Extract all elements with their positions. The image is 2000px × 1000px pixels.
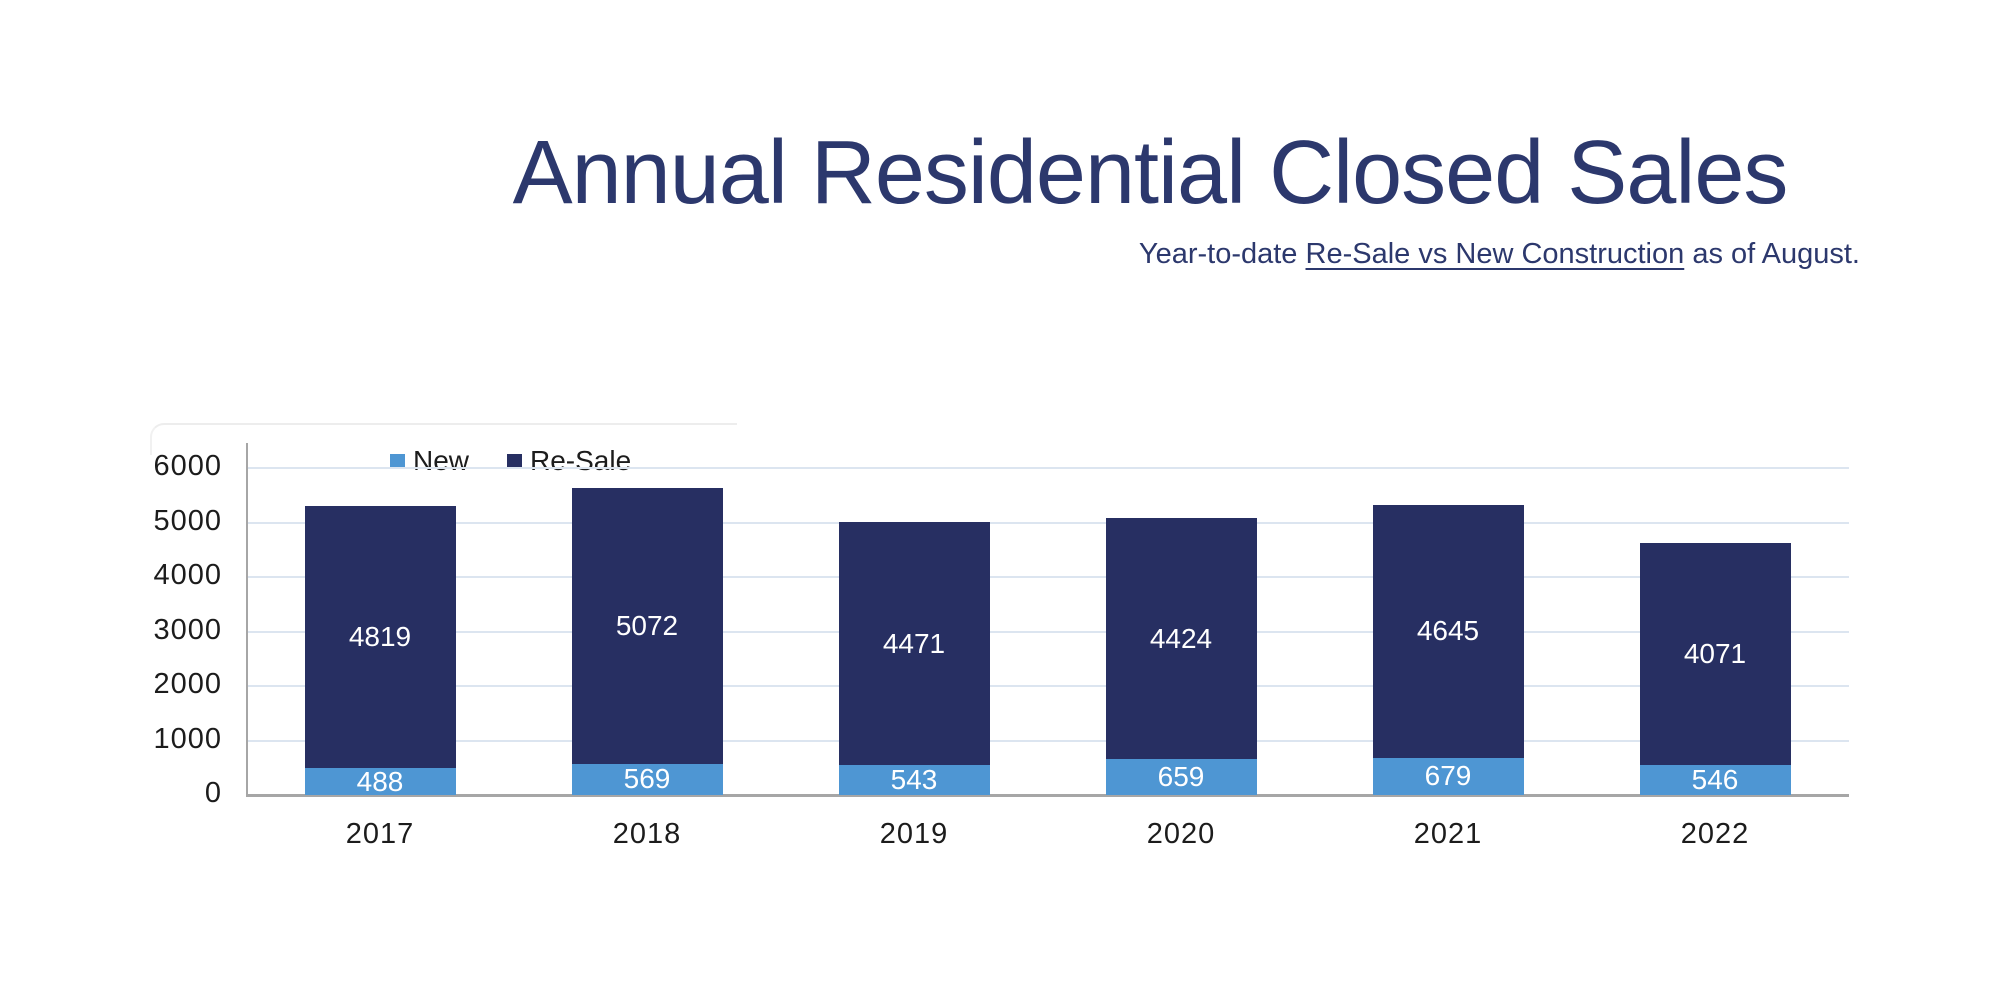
y-tick-label-4000: 4000 — [153, 559, 222, 591]
subtitle-underlined: Re-Sale vs New Construction — [1305, 238, 1685, 270]
y-tick-label-5000: 5000 — [153, 504, 222, 537]
bar-segment-re-sale-2017: 4819 — [304, 505, 456, 769]
subtitle-prefix: Year-to-date — [1138, 238, 1306, 270]
legend-swatch-re-sale-icon — [507, 453, 523, 469]
bar-value-new-2018: 569 — [623, 763, 671, 795]
bar-value-re-sale-2020: 4424 — [1149, 622, 1213, 654]
x-axis-label-2022: 2022 — [1680, 818, 1750, 850]
bar-segment-new-2017: 488 — [304, 765, 456, 797]
gridline-1000 — [248, 739, 1849, 742]
legend-item-re-sale: Re-Sale — [507, 445, 631, 477]
legend-item-new: New — [390, 445, 469, 477]
bar-value-new-2022: 546 — [1691, 764, 1739, 796]
legend-label-new: New — [413, 445, 470, 476]
gridline-4000 — [248, 576, 1849, 578]
x-axis-line — [246, 794, 1849, 797]
bar-value-re-sale-2022: 4071 — [1683, 638, 1747, 670]
bar-value-new-2020: 659 — [1157, 761, 1205, 793]
chart-frame-corner — [150, 423, 737, 455]
x-axis-label-2018: 2018 — [612, 818, 682, 850]
bar-segment-new-2021: 679 — [1372, 757, 1524, 795]
bar-value-re-sale-2019: 4471 — [882, 627, 946, 659]
bar-segment-new-2020: 659 — [1105, 759, 1257, 795]
x-axis-label-2021: 2021 — [1413, 818, 1483, 850]
bar-segment-new-2019: 543 — [838, 764, 990, 796]
subtitle-suffix: as of August. — [1684, 238, 1860, 270]
bar-value-re-sale-2018: 5072 — [615, 609, 679, 641]
chart-subtitle: Year-to-date Re-Sale vs New Construction… — [900, 238, 1860, 271]
bar-segment-new-2022: 546 — [1639, 764, 1791, 796]
bar-value-new-2019: 543 — [890, 764, 938, 796]
chart-legend: New Re-Sale — [390, 445, 631, 477]
x-axis-label-2017: 2017 — [345, 818, 415, 850]
bar-value-re-sale-2017: 4819 — [348, 621, 412, 653]
bar-segment-new-2018: 569 — [571, 763, 723, 795]
bar-segment-re-sale-2021: 4645 — [1372, 504, 1524, 758]
bar-value-re-sale-2021: 4645 — [1416, 615, 1480, 647]
y-tick-label-2000: 2000 — [153, 668, 222, 700]
y-tick-label-0: 0 — [204, 777, 222, 809]
chart-title: Annual Residential Closed Sales — [512, 123, 1789, 223]
gridline-2000 — [248, 685, 1849, 687]
gridline-5000 — [248, 521, 1849, 524]
bar-segment-re-sale-2018: 5072 — [571, 487, 723, 764]
bar-value-new-2021: 679 — [1424, 760, 1472, 792]
legend-swatch-new-icon — [390, 453, 405, 469]
y-tick-label-6000: 6000 — [153, 450, 222, 482]
y-axis-line — [246, 443, 248, 796]
legend-label-re-sale: Re-Sale — [530, 445, 632, 476]
bar-segment-re-sale-2020: 4424 — [1105, 517, 1257, 760]
x-axis-label-2019: 2019 — [879, 818, 949, 850]
bar-value-new-2017: 488 — [356, 765, 404, 797]
bar-segment-re-sale-2022: 4071 — [1639, 543, 1791, 766]
gridline-3000 — [248, 630, 1849, 633]
y-tick-label-1000: 1000 — [153, 722, 222, 755]
y-tick-label-3000: 3000 — [153, 613, 222, 646]
gridline-6000 — [248, 467, 1849, 469]
bar-segment-re-sale-2019: 4471 — [838, 521, 990, 766]
x-axis-label-2020: 2020 — [1146, 818, 1216, 850]
